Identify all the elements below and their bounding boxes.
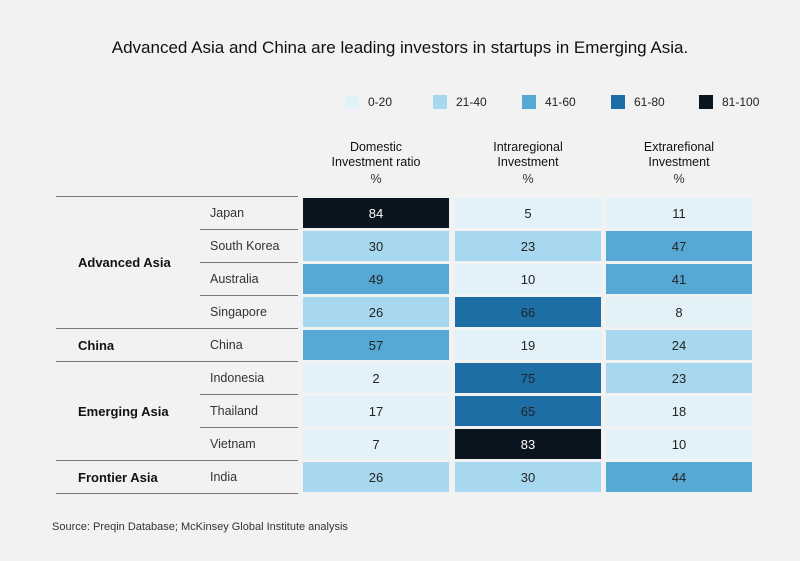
column-header-unit: %	[673, 172, 685, 186]
legend: 0-20 21-40 41-60 61-80 81-100	[0, 93, 800, 111]
heatmap-cell: 17	[303, 396, 449, 426]
row-label: Japan	[210, 206, 245, 220]
legend-label: 21-40	[456, 95, 487, 109]
heatmap-cell: 47	[606, 231, 752, 261]
group-label: Emerging Asia	[78, 403, 169, 419]
row-label: Australia	[210, 272, 259, 286]
group-label: Frontier Asia	[78, 469, 158, 485]
row-label: China	[210, 338, 243, 352]
heatmap-cell: 7	[303, 429, 449, 459]
table-divider	[200, 295, 298, 296]
column-header-name: Intraregional Investment	[493, 140, 563, 169]
row-label: Indonesia	[210, 371, 265, 385]
heatmap-cell: 49	[303, 264, 449, 294]
legend-item: 0-20	[345, 93, 392, 111]
legend-swatch	[522, 95, 536, 109]
legend-label: 0-20	[368, 95, 393, 109]
table-divider	[200, 394, 298, 395]
heatmap-cell: 11	[606, 198, 752, 228]
column-header-unit: %	[522, 172, 534, 186]
heatmap-cell: 5	[455, 198, 601, 228]
legend-label: 41-60	[545, 95, 576, 109]
heatmap-cell: 23	[606, 363, 752, 393]
heatmap-cell: 23	[455, 231, 601, 261]
table-divider	[56, 493, 298, 494]
heatmap-cell: 30	[303, 231, 449, 261]
legend-swatch	[611, 95, 625, 109]
heatmap-cell: 41	[606, 264, 752, 294]
table-divider	[56, 328, 298, 329]
legend-item: 41-60	[522, 93, 576, 111]
legend-item: 21-40	[433, 93, 487, 111]
legend-label: 81-100	[722, 95, 760, 109]
heatmap-cell: 75	[455, 363, 601, 393]
group-label: China	[78, 337, 115, 353]
column-header: Extrarefional Investment%	[604, 140, 754, 187]
heatmap-cell: 44	[606, 462, 752, 492]
table-divider	[200, 229, 298, 230]
legend-item: 61-80	[611, 93, 665, 111]
heatmap-cell: 8	[606, 297, 752, 327]
heatmap-cell: 57	[303, 330, 449, 360]
heatmap-cell: 83	[455, 429, 601, 459]
row-label: India	[210, 470, 238, 484]
group-label: Advanced Asia	[78, 255, 171, 270]
heatmap-cell: 26	[303, 462, 449, 492]
row-label: Vietnam	[210, 437, 256, 451]
row-label: Singapore	[210, 305, 267, 319]
column-header-name: Domestic Investment ratio	[331, 140, 421, 169]
table-divider	[56, 460, 298, 461]
table-divider	[56, 196, 298, 197]
heatmap-cell: 2	[303, 363, 449, 393]
chart-title: Advanced Asia and China are leading inve…	[111, 38, 689, 57]
column-header: Intraregional Investment%	[453, 140, 603, 187]
heatmap-cell: 24	[606, 330, 752, 360]
legend-swatch	[345, 95, 359, 109]
heatmap-cell: 65	[455, 396, 601, 426]
heatmap-cell: 10	[455, 264, 601, 294]
legend-label: 61-80	[634, 95, 665, 109]
table-divider	[56, 361, 298, 362]
heatmap-cell: 19	[455, 330, 601, 360]
legend-swatch	[433, 95, 447, 109]
row-label: Thailand	[210, 404, 258, 418]
heatmap-cell: 18	[606, 396, 752, 426]
column-header-unit: %	[370, 172, 382, 186]
heatmap-cell: 84	[303, 198, 449, 228]
heatmap-cell: 30	[455, 462, 601, 492]
column-header: Domestic Investment ratio%	[301, 140, 451, 187]
column-header-name: Extrarefional Investment	[643, 140, 715, 169]
source-note: Source: Preqin Database; McKinsey Global…	[52, 521, 348, 533]
legend-item: 81-100	[699, 93, 759, 111]
table-divider	[200, 262, 298, 263]
heatmap-cell: 26	[303, 297, 449, 327]
row-label: South Korea	[210, 239, 280, 253]
heatmap-cell: 10	[606, 429, 752, 459]
legend-swatch	[699, 95, 713, 109]
table-divider	[200, 427, 298, 428]
heatmap-cell: 66	[455, 297, 601, 327]
